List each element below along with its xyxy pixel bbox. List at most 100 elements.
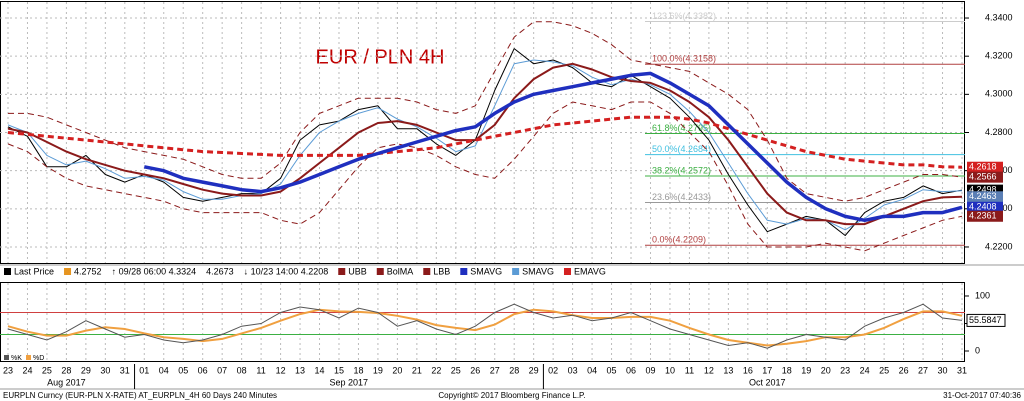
value-tag-label: 4.2618 [969,162,997,172]
footer-right: 31-Oct-2017 07:40:36 [943,391,1021,400]
x-tick-label: 07 [217,365,227,375]
value-tag [967,191,1003,203]
x-tick-label: 13 [723,365,733,375]
legend-label: EMAVG [574,266,606,276]
series-line [8,21,963,202]
osc-y-tick-label: 100 [975,290,990,300]
legend-label: SMAVG [470,266,502,276]
oscillator-panel [0,282,965,362]
legend-label: 4.2752 [74,266,102,276]
legend-label: Last Price [14,266,54,276]
x-tick-label: 11 [256,365,265,375]
month-label: Sep 2017 [329,377,368,387]
x-tick-label: 19 [373,365,383,375]
x-tick-label: 20 [392,365,402,375]
value-tag [967,171,1003,183]
x-tick-label: 18 [782,365,792,375]
x-tick-label: 11 [685,365,694,375]
series-line [7,62,963,226]
x-tick-label: 13 [295,365,305,375]
value-tag [967,201,1003,213]
x-tick-label: 27 [490,365,500,375]
fib-label: 23.6%(4.2433) [652,192,711,202]
osc-y-tick-label: 0 [975,345,980,355]
series-line [7,115,963,169]
osc-line [7,303,963,349]
x-tick-label: 03 [568,365,578,375]
month-label: Aug 2017 [47,377,86,387]
x-tick-label: 28 [509,365,519,375]
x-tick-label: 24 [860,365,870,375]
x-tick-label: 30 [938,365,948,375]
y-tick-label: 4.3400 [985,12,1013,22]
x-tick-label: 26 [470,365,480,375]
x-tick-label: 09 [645,365,655,375]
value-tag [967,184,1003,196]
x-tick-label: 04 [159,365,169,375]
y-tick-label: 4.3200 [985,51,1013,61]
series-line [143,71,963,223]
value-tag-label: 4.2566 [969,172,997,182]
x-tick-label: 17 [762,365,772,375]
legend-label: 4.2673 [206,266,234,276]
x-tick-label: 19 [801,365,811,375]
x-tick-label: 22 [431,365,441,375]
fib-label: 0.0%(4.2209) [652,235,706,245]
osc-tag [966,313,1006,327]
x-tick-label: 27 [918,365,928,375]
fib-label: 100.0%(4.3158) [652,54,716,64]
x-tick-label: 20 [821,365,831,375]
x-tick-label: 05 [178,365,188,375]
legend-swatch [512,268,520,275]
x-tick-label: 30 [100,365,110,375]
x-tick-label: 25 [451,365,461,375]
footer-center: Copyright© 2017 Bloomberg Finance L.P. [438,391,585,400]
chart-title: EUR / PLN 4H [316,46,445,68]
x-tick-label: 28 [61,365,71,375]
x-tick-label: 29 [81,365,91,375]
series-line [7,48,963,236]
y-tick-label: 4.3000 [985,89,1013,99]
legend-label: LBB [433,266,450,276]
x-tick-label: 21 [412,365,422,375]
x-tick-label: 29 [529,365,539,375]
value-tag-label: 4.2408 [969,202,997,212]
osc-legend-swatch [26,355,31,360]
legend-swatch [423,268,431,275]
legend-swatch [338,268,346,275]
osc-legend-label: %D [33,355,44,362]
legend-swatch [4,268,11,275]
value-tag-label: 4.2498 [969,184,997,194]
x-tick-label: 23 [840,365,850,375]
x-tick-label: 26 [899,365,909,375]
footer-left: EURPLN Curncy (EUR-PLN X-RATE) AT_EURPLN… [3,391,277,400]
x-tick-label: 01 [139,365,149,375]
month-label: Oct 2017 [749,377,786,387]
value-tag-label: 4.2361 [969,211,997,221]
value-tag [967,210,1003,222]
x-tick-label: 08 [237,365,247,375]
x-tick-label: 12 [704,365,714,375]
x-tick-label: 04 [587,365,597,375]
osc-line [7,308,963,347]
x-tick-label: 05 [607,365,617,375]
legend-label: BolMA [387,266,414,276]
value-tag-label: 4.2463 [969,191,997,201]
value-tag [967,161,1003,173]
x-tick-label: 18 [353,365,363,375]
x-tick-label: 10 [665,365,675,375]
x-tick-label: 15 [334,365,344,375]
osc-legend-label: %K [11,355,22,362]
osc-legend-swatch [4,355,9,360]
x-tick-label: 31 [957,365,967,375]
y-tick-label: 4.2200 [985,241,1013,251]
x-tick-label: 16 [743,365,753,375]
legend-label: ↑ 09/28 06:00 4.3324 [112,266,197,276]
x-tick-label: 31 [120,365,130,375]
x-tick-label: 02 [548,365,558,375]
x-tick-label: 24 [22,365,32,375]
legend-label: SMAVG [522,266,554,276]
